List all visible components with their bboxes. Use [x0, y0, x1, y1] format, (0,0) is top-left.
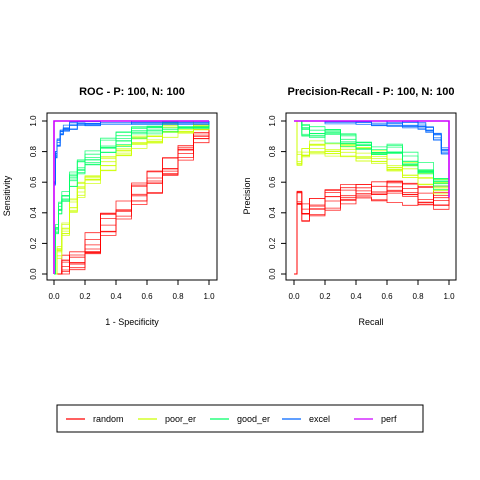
pr-title: Precision-Recall - P: 100, N: 100	[288, 86, 455, 98]
roc-x-tick-label: 0.8	[172, 292, 184, 301]
legend-label-random: random	[93, 414, 124, 424]
pr-series-random-line	[294, 188, 450, 275]
legend-label-poor_er: poor_er	[165, 414, 196, 424]
roc-x-tick-label: 0.4	[110, 292, 122, 301]
pr-series-random-line	[294, 182, 450, 275]
pr-panel: Precision-Recall - P: 100, N: 100 0.0 0.2…	[242, 86, 457, 327]
roc-title: ROC - P: 100, N: 100	[79, 86, 185, 98]
roc-y-tick-label: 0.4	[29, 207, 38, 219]
roc-x-tick-label: 0.0	[48, 292, 60, 301]
pr-series-random-line	[294, 181, 450, 275]
pr-series-good_er-line	[294, 120, 450, 198]
roc-series-good_er-line	[54, 120, 209, 275]
pr-xlabel: Recall	[358, 317, 383, 327]
pr-y-tick-label: 1.0	[268, 115, 277, 127]
pr-series-poor_er-line	[294, 120, 450, 198]
roc-y-tick-label: 0.8	[29, 145, 38, 157]
roc-x-tick-label: 0.6	[141, 292, 153, 301]
pr-x-tick-label: 0.6	[381, 292, 393, 301]
pr-series-perf-line	[294, 120, 450, 198]
roc-y-tick-label: 1.0	[29, 115, 38, 127]
pr-x-tick-label: 0.0	[288, 292, 300, 301]
pr-curves	[294, 120, 450, 275]
pr-x-tick-label: 0.8	[412, 292, 424, 301]
pr-y-ticks: 0.0 0.2 0.4 0.6 0.8 1.0	[268, 115, 286, 280]
roc-series-perf-line	[53, 120, 209, 274]
roc-plot-frame	[46, 112, 218, 281]
legend: random poor_er good_er excel perf	[56, 404, 424, 433]
roc-x-tick-label: 0.2	[79, 292, 91, 301]
pr-x-tick-label: 0.2	[319, 292, 331, 301]
roc-x-ticks: 0.0 0.2 0.4 0.6 0.8 1.0	[48, 280, 215, 301]
legend-label-excel: excel	[309, 414, 330, 424]
pr-x-ticks: 0.0 0.2 0.4 0.6 0.8 1.0	[288, 280, 455, 301]
pr-series-excel-line	[294, 120, 450, 198]
roc-series-good_er-line	[54, 120, 209, 275]
pr-y-tick-label: 0.0	[268, 268, 277, 280]
pr-x-tick-label: 0.4	[350, 292, 362, 301]
pr-series-random-line	[294, 180, 450, 275]
pr-y-tick-label: 0.4	[268, 207, 277, 219]
roc-series-random-line	[54, 121, 210, 275]
roc-ylabel: Sensitivity	[2, 175, 12, 216]
roc-xlabel: 1 - Specificity	[105, 317, 159, 327]
pr-plot-frame	[285, 112, 457, 281]
pr-ylabel: Precision	[242, 177, 252, 214]
roc-y-tick-label: 0.2	[29, 237, 38, 249]
roc-y-tick-label: 0.6	[29, 176, 38, 188]
pr-series-random-line	[294, 181, 450, 275]
roc-series-poor_er-line	[54, 120, 209, 275]
pr-x-tick-label: 1.0	[443, 292, 455, 301]
roc-y-tick-label: 0.0	[29, 268, 38, 280]
roc-curves	[53, 120, 210, 275]
roc-y-ticks: 0.0 0.2 0.4 0.6 0.8 1.0	[29, 115, 47, 280]
legend-label-perf: perf	[381, 414, 397, 424]
roc-x-tick-label: 1.0	[203, 292, 215, 301]
roc-panel: ROC - P: 100, N: 100 0.0 0.2 0.4 0.6 0.8 1.0 …	[2, 86, 218, 327]
pr-y-tick-label: 0.2	[268, 237, 277, 249]
roc-series-excel-line	[53, 120, 209, 274]
pr-y-tick-label: 0.6	[268, 176, 277, 188]
legend-label-good_er: good_er	[237, 414, 270, 424]
pr-y-tick-label: 0.8	[268, 145, 277, 157]
